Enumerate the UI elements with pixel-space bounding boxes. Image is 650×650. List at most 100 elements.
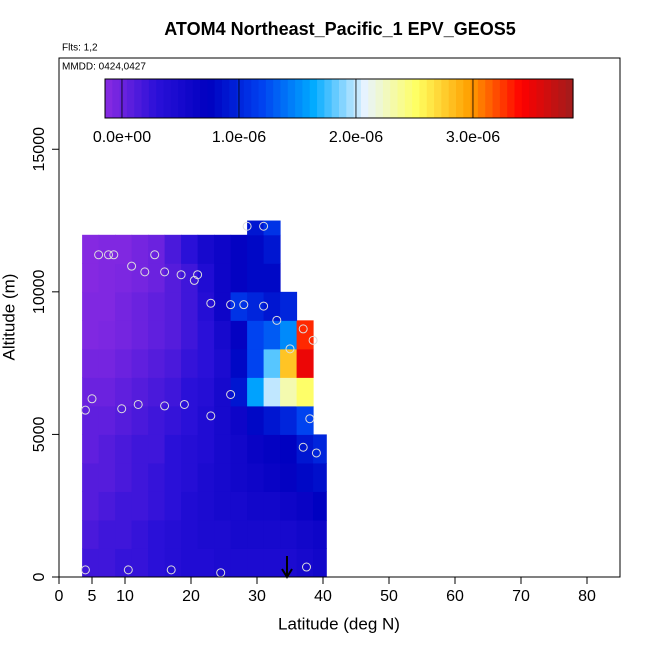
curtain-cell [230,234,248,264]
colorbar-strip [331,79,340,118]
colorbar-frame [104,78,574,119]
curtain-cell [296,434,314,464]
curtain-cell [263,377,281,407]
curtain-cell [164,491,182,521]
colorbar-strip [280,79,289,118]
curtain-cell [82,377,100,407]
curtain-cell [164,548,182,578]
flight-point [176,270,186,280]
curtain-cell [230,405,248,435]
colorbar-strip [543,79,552,118]
curtain-cell [230,320,248,350]
curtain-cell [313,462,327,492]
curtain-cell [115,434,133,464]
curtain-cell [98,348,116,378]
colorbar-strip [236,79,245,118]
curtain-cell [197,491,215,521]
curtain-cell [197,263,215,293]
curtain-cell [181,348,199,378]
y-tick-label: 0 [31,572,48,581]
colorbar-strip [434,79,442,118]
x-tick-label: 80 [578,588,596,605]
curtain-cell [131,320,149,350]
curtain-cell [98,263,116,293]
dates-note: MMDD: 0424,0427 [62,62,146,73]
curtain-cell [164,434,182,464]
curtain-cell [82,462,100,492]
curtain-cell [230,548,248,578]
curtain-cell [115,491,133,521]
curtain-cell [313,434,327,464]
curtain-cell [131,348,149,378]
x-tick-label: 60 [446,588,464,605]
curtain-cell [98,491,116,521]
curtain-cell [131,291,149,321]
colorbar-strip [309,79,318,118]
flight-point [226,389,236,399]
curtain-cell [247,234,265,264]
plot-frame [58,57,621,578]
curtain-cell [148,263,166,293]
curtain-cell [247,434,265,464]
flight-point [311,448,321,458]
colorbar-strip [558,79,567,118]
flight-points [80,221,321,578]
flight-point [242,221,252,231]
colorbar-strip [346,79,355,118]
colorbar-strip [192,79,201,118]
colorbar-strip [302,79,311,118]
curtain-cell [280,348,298,378]
colorbar-strip [390,79,399,118]
curtain-cell [230,377,248,407]
curtain-cell [82,491,100,521]
colorbar-strip [105,79,113,118]
colorbar-strip [112,79,121,118]
curtain-cell [263,548,281,578]
curtain-cell [230,491,248,521]
flight-point [305,414,315,424]
curtain-cell [164,320,182,350]
curtain-cell [181,405,199,435]
colorbar-strip [258,79,267,118]
curtain-cell [115,320,133,350]
flight-point [127,261,137,271]
curtain-cell [296,320,314,350]
curtain-cell [263,519,281,549]
curtain-cell [181,434,199,464]
curtain-cell [296,377,314,407]
curtain-cell [247,519,265,549]
curtain-cell [181,291,199,321]
curtain-cell [164,234,182,264]
curtain-cell [263,462,281,492]
curtain-cell [82,348,100,378]
colorbar-strip [419,79,428,118]
colorbar-strip [273,79,282,118]
colorbar-strip [324,79,333,118]
curtain-cell [148,234,166,264]
y-tick-label: 10000 [31,269,48,314]
flight-point [109,250,119,260]
curtain-cell [82,519,100,549]
colorbar-strip [222,79,230,118]
curtain-cell [230,434,248,464]
curtain-cell [280,320,298,350]
curtain-cell [280,548,298,578]
colorbar-strip [353,79,362,118]
flight-point [133,399,143,409]
x-tick-label: 50 [380,588,398,605]
curtain-cell [214,405,232,435]
curtain-cell [263,348,281,378]
flight-point [160,401,170,411]
curtain-cell [148,519,166,549]
flight-point [123,565,133,575]
curtain-cell [280,519,298,549]
curtain-cell [214,348,232,378]
curtain-cell [197,519,215,549]
colorbar-strip [448,79,457,118]
curtain-cell [313,548,327,578]
curtain-cell [98,462,116,492]
curtain-cell [131,377,149,407]
curtain-cell [181,462,199,492]
